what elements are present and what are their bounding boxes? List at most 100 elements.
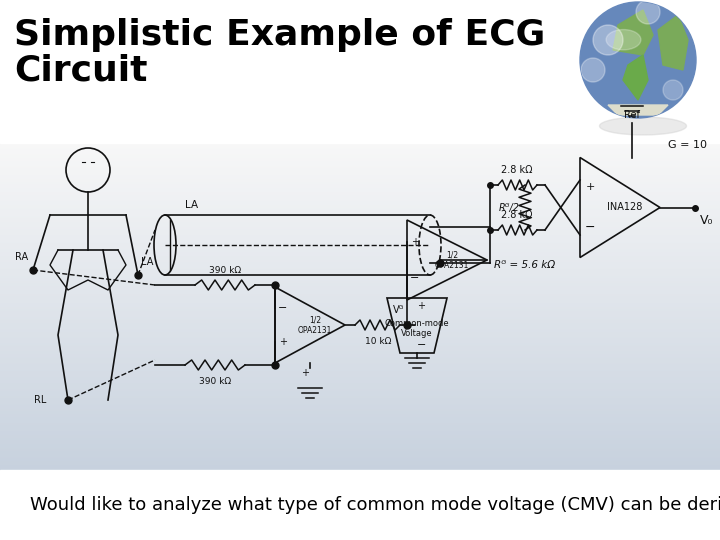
Bar [0,287,720,289]
Bar [0,262,720,264]
Bar [0,160,720,161]
Bar [0,409,720,411]
Bar [0,408,720,410]
Text: +: + [301,368,309,378]
Text: −: − [585,221,595,234]
Bar [0,214,720,216]
Polygon shape [623,55,648,100]
Bar [0,458,720,460]
Text: V₀: V₀ [700,213,714,226]
Bar [0,303,720,304]
Bar [0,202,720,204]
Bar [0,344,720,346]
Ellipse shape [600,117,686,135]
Bar [0,188,720,190]
Text: −: − [279,303,288,313]
Bar [0,308,720,310]
Bar [0,252,720,253]
Bar [0,413,720,414]
Bar [0,407,720,409]
Bar [0,430,720,431]
Bar [0,424,720,426]
Bar [0,374,720,375]
Bar [0,360,720,362]
Bar [0,227,720,229]
Bar [0,185,720,187]
Circle shape [580,2,696,118]
Bar [0,397,720,399]
Bar [0,317,720,319]
Bar [0,286,720,288]
Bar [0,222,720,224]
Bar [0,421,720,423]
Bar [0,383,720,385]
Bar [0,418,720,420]
Bar [0,350,720,352]
Bar [0,315,720,316]
Bar [0,162,720,164]
Bar [0,359,720,361]
Bar [0,449,720,450]
Bar [0,363,720,365]
Bar [0,403,720,404]
Bar [0,323,720,325]
Bar [0,401,720,402]
Bar [0,268,720,269]
Bar [0,426,720,427]
Bar [0,178,720,179]
Bar [0,165,720,167]
Bar [0,221,720,222]
Bar [0,399,720,400]
Bar [0,248,720,250]
Bar [0,427,720,428]
Bar [0,331,720,333]
Bar [0,316,720,318]
Bar [0,321,720,323]
Bar [0,243,720,245]
Bar [0,292,720,293]
Text: −: − [410,273,420,283]
Bar [0,285,720,287]
Bar [0,196,720,198]
Text: INA128: INA128 [607,202,643,213]
Bar [0,341,720,342]
Text: 2.8 kΩ: 2.8 kΩ [501,165,533,175]
Bar [0,388,720,389]
Bar [0,369,720,370]
Bar [0,447,720,448]
Bar [0,266,720,267]
Bar [0,179,720,180]
Bar [0,320,720,322]
Bar [0,420,720,422]
Bar [0,437,720,438]
Bar [0,264,720,265]
Bar [0,282,720,284]
Bar [0,209,720,211]
Bar [0,151,720,153]
Bar [0,265,720,266]
Bar [0,367,720,368]
Text: +: + [585,183,595,192]
Bar [0,220,720,221]
Bar [0,275,720,277]
Bar [0,204,720,205]
Bar [0,465,720,467]
Polygon shape [608,105,668,115]
Bar [0,440,720,442]
Bar [0,456,720,458]
Bar [0,464,720,465]
Bar [0,181,720,183]
Bar [0,190,720,191]
Bar [0,347,720,349]
Bar [0,195,720,197]
Bar [0,284,720,286]
Bar [0,242,720,244]
Bar [0,455,720,457]
Bar [0,400,720,401]
Bar [0,327,720,328]
Bar [0,417,720,418]
Bar [0,237,720,238]
Bar [0,212,720,214]
Ellipse shape [606,30,641,50]
Bar [0,454,720,456]
